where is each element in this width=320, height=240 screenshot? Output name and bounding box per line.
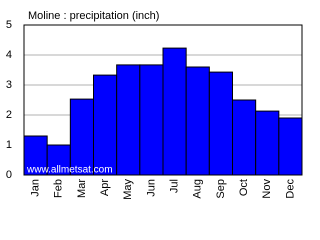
x-tick-label: Feb bbox=[53, 179, 65, 198]
bar bbox=[69, 98, 95, 176]
y-tick-label: 4 bbox=[6, 49, 12, 61]
plot-frame bbox=[23, 24, 303, 176]
bar bbox=[116, 64, 141, 176]
x-tick-label: Nov bbox=[261, 179, 273, 199]
bar bbox=[162, 47, 187, 176]
y-tick-label: 5 bbox=[6, 19, 12, 31]
x-tick-label: May bbox=[122, 179, 134, 200]
bar bbox=[278, 117, 303, 176]
bar bbox=[139, 64, 164, 176]
chart: Moline : precipitation (inch) www.allmet… bbox=[5, 9, 303, 200]
x-tick-label: Mar bbox=[76, 179, 88, 198]
chart-title: Moline : precipitation (inch) bbox=[28, 10, 159, 22]
x-tick-label: Jul bbox=[168, 179, 180, 193]
y-tick-label: 1 bbox=[6, 139, 12, 151]
x-tick-label: Oct bbox=[238, 179, 250, 196]
x-tick-label: Aug bbox=[192, 179, 204, 199]
watermark: www.allmetsat.com bbox=[26, 165, 113, 176]
x-tick-label: Apr bbox=[99, 179, 111, 196]
bar bbox=[255, 110, 280, 176]
x-tick-label: Jun bbox=[145, 179, 157, 197]
x-tick-label: Jan bbox=[29, 179, 41, 197]
bar bbox=[208, 71, 233, 176]
y-tick-label: 3 bbox=[6, 79, 12, 91]
x-tick-label: Dec bbox=[284, 179, 296, 199]
y-tick-label: 0 bbox=[6, 169, 12, 181]
bar bbox=[232, 99, 257, 176]
bar bbox=[185, 66, 210, 176]
bar bbox=[93, 74, 118, 176]
y-tick-label: 2 bbox=[6, 109, 12, 121]
x-tick-label: Sep bbox=[215, 179, 227, 199]
